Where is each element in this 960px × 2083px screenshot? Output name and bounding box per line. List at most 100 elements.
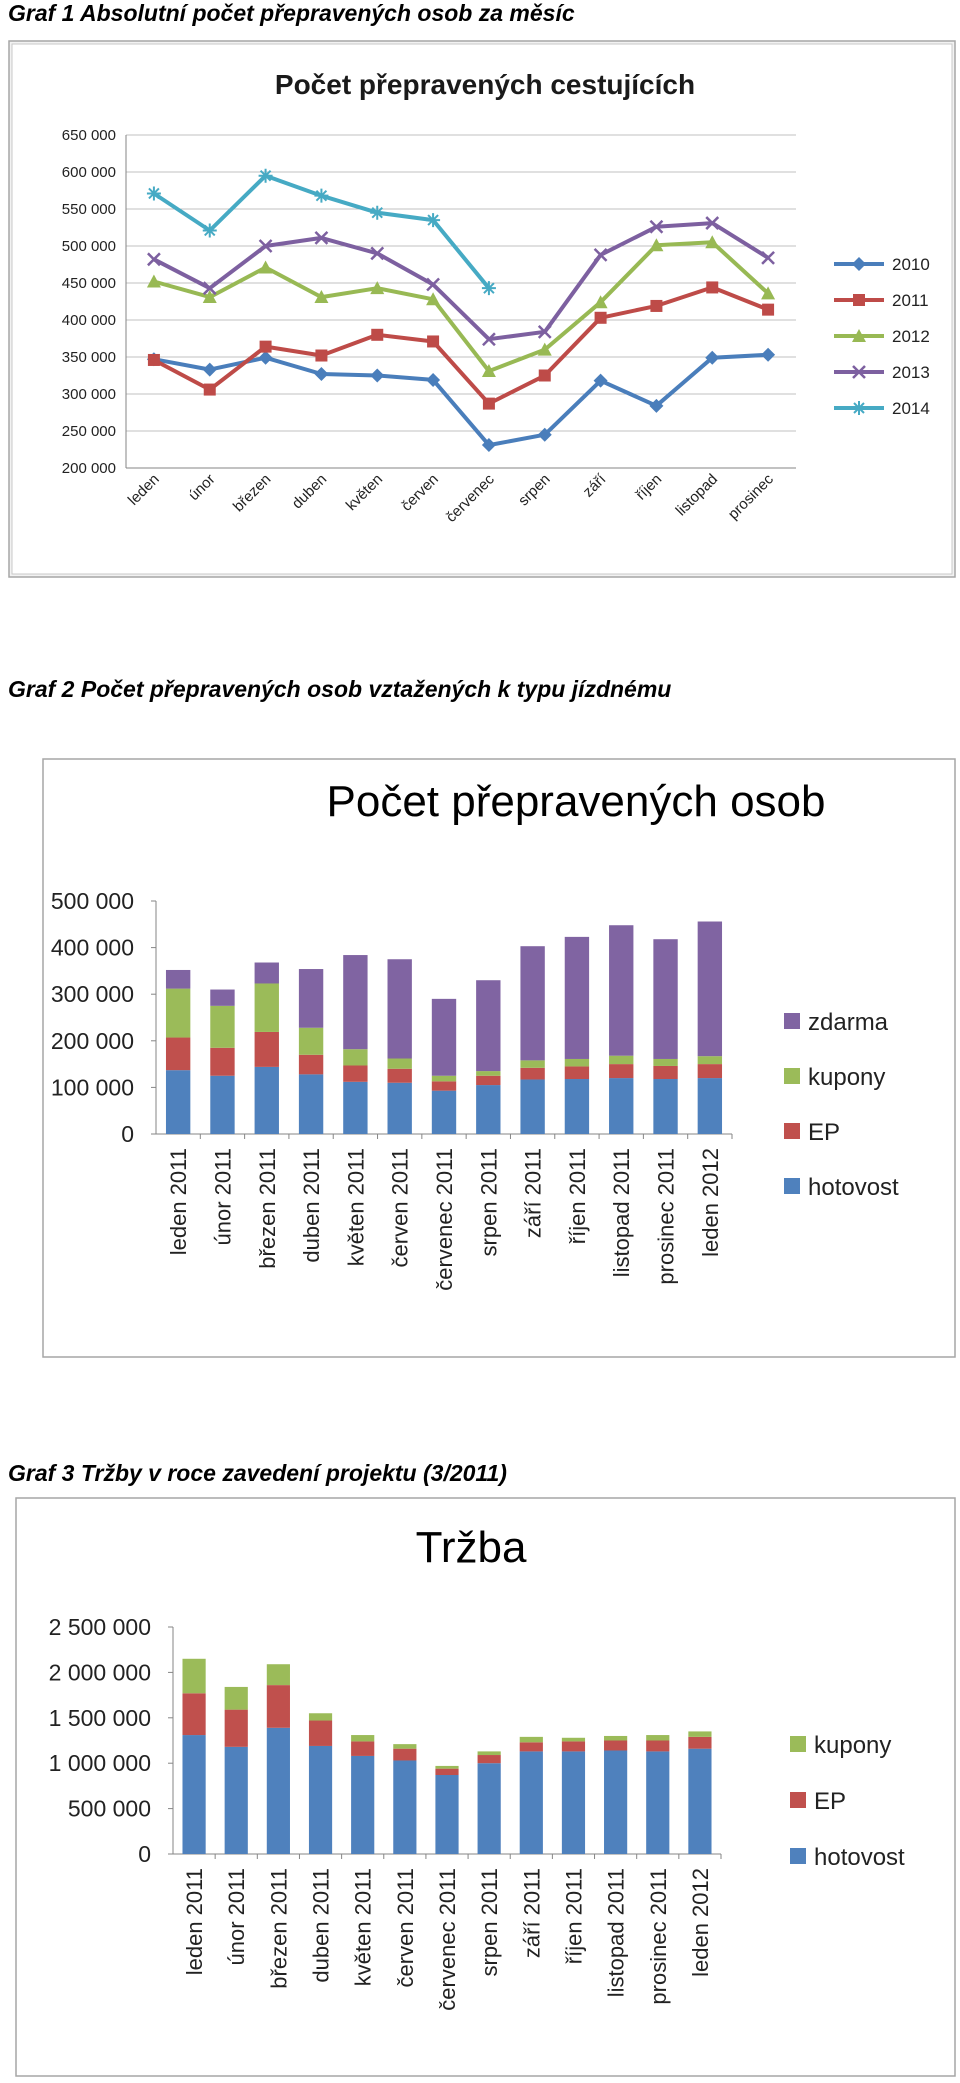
y-tick-label: 250 000 [62,423,116,440]
y-tick-label: 650 000 [62,127,116,144]
x-tick-label: srpen 2011 [476,1148,501,1256]
bar-segment-hotovost [343,1081,368,1134]
y-tick-label: 500 000 [62,238,116,255]
y-tick-label: 550 000 [62,201,116,218]
bar-segment-zdarma [165,969,191,989]
x-tick-label: červen 2011 [388,1148,413,1267]
data-point-2010 [649,398,664,413]
x-tick-label: leden 2011 [166,1148,191,1255]
bar-segment-zdarma [520,946,545,1061]
legend-label-kupony: kupony [814,1732,891,1759]
bar-segment-hotovost [351,1755,375,1854]
y-tick-label: 200 000 [51,1028,134,1054]
y-tick-label: 400 000 [62,312,116,329]
bar-segment-ep [308,1720,333,1746]
bar-segment-kupony [520,1060,545,1068]
bar-segment-hotovost [435,1775,459,1854]
bar-segment-ep [561,1741,586,1752]
x-tick-label: září 2011 [521,1148,546,1238]
bar-segment-hotovost [688,1748,712,1854]
bar-segment-zdarma [387,959,412,1059]
legend-swatch-zdarma [784,1013,800,1029]
x-tick-label: leden 2011 [182,1868,207,1975]
y-tick-label: 300 000 [51,981,134,1007]
bar-segment-zdarma [298,969,324,1028]
bar-segment-zdarma [343,955,368,1050]
data-point-2013 [705,216,720,230]
x-tick-label: duben 2011 [299,1148,324,1263]
bar-segment-zdarma [609,925,634,1056]
bar-segment-kupony [351,1735,375,1742]
bar-segment-hotovost [308,1745,333,1854]
data-point-2013 [426,277,440,292]
x-tick-label: červenec 2011 [435,1868,460,2011]
bar-segment-zdarma [210,989,235,1006]
bar-segment-kupony [477,1751,501,1756]
data-point-2013 [593,247,608,262]
bar-segment-ep [431,1081,457,1091]
x-tick-label: únor 2011 [210,1148,235,1245]
y-tick-label: 500 000 [51,888,134,914]
data-point-2011 [594,311,607,324]
series-line-2013 [152,221,770,342]
bar-segment-ep [604,1740,628,1751]
x-tick-label: prosinec 2011 [646,1868,671,2005]
bar-segment-ep [646,1740,670,1752]
bar-segment-ep [393,1748,417,1761]
series-line-2012 [153,240,770,374]
bar-segment-ep [266,1685,290,1728]
bar-segment-ep [653,1065,678,1080]
bar-segment-kupony [210,1005,235,1048]
bar-segment-ep [254,1031,279,1067]
data-point-2011 [315,349,328,362]
bar-segment-ep [165,1037,191,1071]
data-point-2011 [371,328,384,341]
chart-title: Počet přepravených osob [327,777,826,826]
y-tick-label: 500 000 [68,1796,151,1822]
series-line-2011 [152,285,769,406]
graf2-caption: Graf 2 Počet přepravených osob vztaženýc… [8,676,672,702]
bar-segment-kupony [393,1744,417,1749]
bar-segment-kupony [688,1731,712,1737]
data-point-2014 [258,168,273,183]
legend-label-2010: 2010 [892,255,930,274]
bar-segment-kupony [435,1765,459,1769]
x-tick-label: leden 2012 [688,1868,713,1977]
bar-segment-hotovost [266,1727,290,1854]
x-tick-label: říjen 2011 [565,1148,590,1244]
graf3-caption: Graf 3 Tržby v roce zavedení projektu (3… [8,1460,507,1486]
y-tick-label: 0 [138,1841,151,1867]
data-point-2014 [370,205,385,220]
bar-segment-kupony [387,1058,412,1069]
bar-segment-ep [298,1054,324,1075]
bar-segment-kupony [519,1736,543,1743]
bar-segment-hotovost [224,1746,248,1854]
bar-segment-ep [387,1068,412,1083]
bar-segment-kupony [476,1071,501,1076]
legend-label-kupony: kupony [808,1064,885,1091]
data-point-2010 [761,347,776,362]
x-tick-label: listopad 2011 [609,1148,634,1277]
x-tick-label: únor 2011 [224,1868,249,1965]
data-point-2013 [258,239,273,253]
bar-segment-ep [519,1742,543,1752]
bar-segment-ep [564,1066,590,1080]
bar-segment-kupony [224,1686,248,1710]
x-tick-label: duben 2011 [309,1868,334,1983]
legend-marker-2014 [852,401,866,415]
data-point-2010 [705,350,720,365]
bar-segment-kupony [697,1056,723,1065]
bar-segment-hotovost [646,1751,670,1854]
data-point-2011 [147,353,160,366]
legend-label-ep: EP [814,1788,846,1815]
data-point-2011 [650,299,663,312]
bar-segment-ep [477,1755,501,1764]
data-point-2014 [481,281,496,296]
data-point-2012 [426,292,441,306]
bar-segment-hotovost [210,1075,235,1134]
legend-label-zdarma: zdarma [808,1009,889,1036]
bar-segment-kupony [254,983,279,1032]
data-point-2010 [202,362,217,377]
data-point-2012 [537,342,552,356]
bar-segment-kupony [182,1658,206,1694]
